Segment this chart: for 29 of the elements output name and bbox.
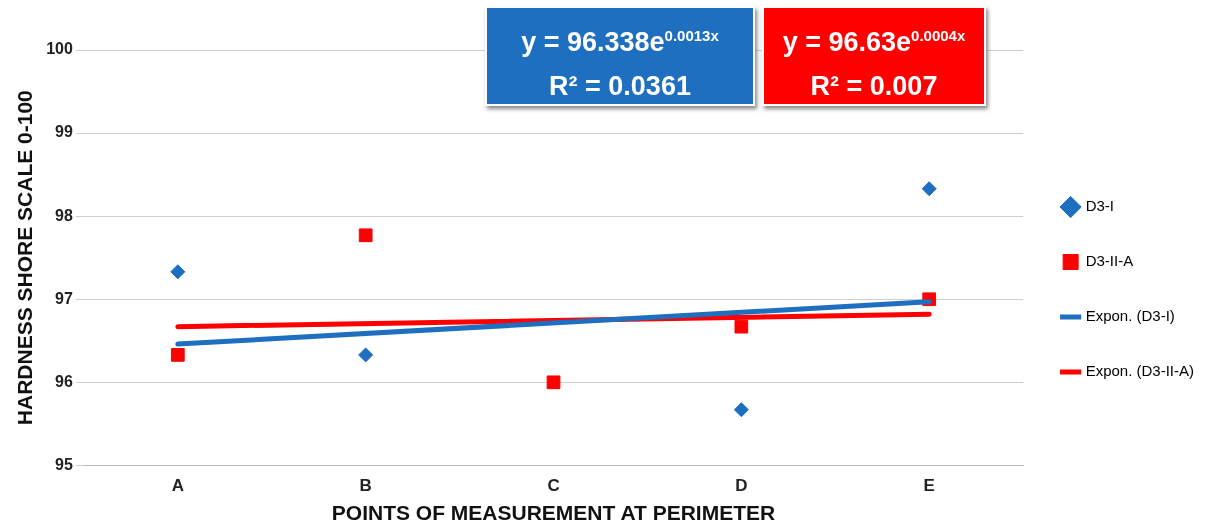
y-tick-label: 95 — [55, 455, 73, 473]
annotation: y = 96.338e$^{0.0013x}$ — [520, 26, 720, 59]
y-tick-label: 98 — [55, 206, 73, 224]
y-tick-label: 100 — [46, 40, 73, 58]
annotation: R² = 0.0361 — [548, 70, 692, 103]
point — [546, 375, 561, 390]
y-tick-label: 96 — [55, 372, 73, 390]
legend-label: Expon. (D3-I) — [1085, 307, 1175, 325]
legend-label: D3-I — [1085, 197, 1114, 215]
x-tick-label: B — [359, 476, 372, 496]
x-tick-label: E — [923, 476, 935, 496]
point — [921, 181, 937, 197]
x-axis-title: POINTS OF MEASUREMENT AT PERIMETER — [331, 501, 776, 525]
x-tick-label: A — [171, 476, 184, 496]
point — [734, 319, 749, 334]
legend-label: D3-II-A — [1085, 252, 1134, 270]
annotation: y = 96.63e$^{0.0004x}$ — [781, 26, 967, 59]
point — [358, 228, 373, 243]
y-axis-title: HARDNESS SHORE SCALE 0-100 — [13, 90, 37, 426]
point — [170, 348, 185, 362]
point — [733, 402, 749, 418]
x-tick-label: D — [735, 476, 748, 496]
point — [358, 347, 374, 363]
x-tick-label: C — [547, 476, 560, 496]
legend-label: Expon. (D3-II-A) — [1085, 362, 1195, 380]
point — [170, 264, 186, 280]
annotation: R² = 0.007 — [809, 70, 939, 103]
y-tick-label: 99 — [55, 123, 73, 141]
y-tick-label: 97 — [55, 289, 73, 307]
